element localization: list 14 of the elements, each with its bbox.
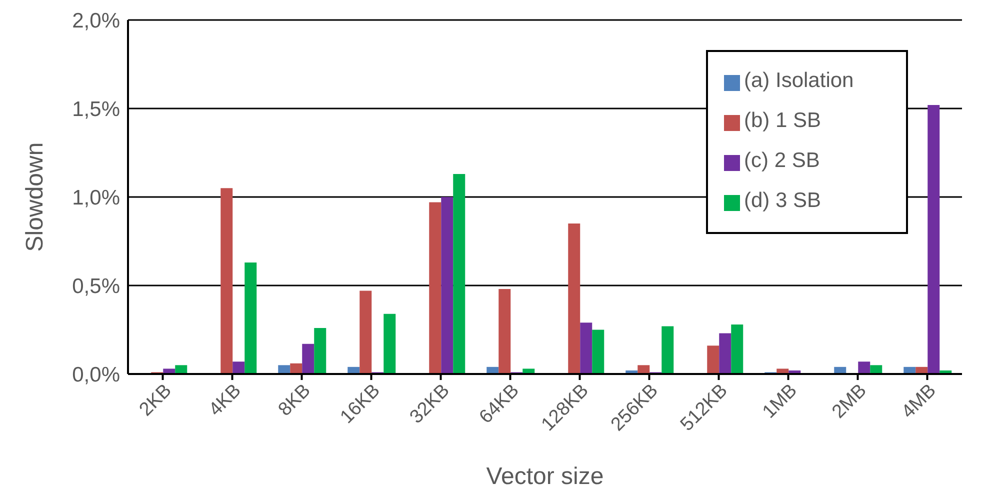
x-axis-title: Vector size: [486, 463, 604, 490]
y-tick-label: 0,5%: [72, 274, 120, 298]
x-tick-label: 8KB: [274, 380, 315, 420]
legend-label: (c) 2 SB: [744, 149, 820, 172]
legend-label: (a) Isolation: [744, 69, 854, 92]
legend-label: (d) 3 SB: [744, 189, 822, 212]
legend-label: (b) 1 SB: [744, 109, 822, 132]
x-tick-label: 2KB: [136, 380, 176, 420]
y-tick-label: 1,0%: [72, 186, 120, 210]
y-axis-title: Slowdown: [22, 142, 49, 252]
y-tick-label: 2,0%: [72, 9, 120, 32]
y-tick-label: 0,0%: [72, 363, 120, 386]
x-tick-label: 4KB: [205, 380, 246, 420]
y-tick-label: 1,5%: [72, 98, 120, 121]
